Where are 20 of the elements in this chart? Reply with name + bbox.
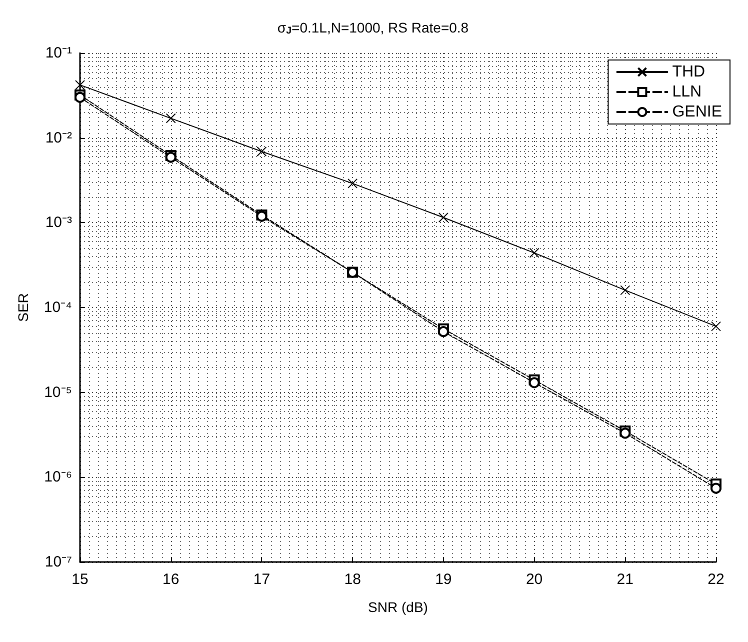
y-tick-label: 10⁻³ [45, 214, 72, 232]
y-tick-label: 10⁻⁴ [44, 299, 72, 316]
x-tick-label: 22 [708, 571, 724, 588]
x-axis-title: SNR (dB) [368, 599, 428, 615]
x-tick-label: 16 [162, 571, 180, 588]
x-tick-label: 17 [253, 571, 270, 588]
y-tick-label: 10⁻² [45, 129, 72, 146]
y-tick-label: 10⁻⁵ [44, 384, 72, 401]
x-tick-label: 18 [344, 571, 361, 588]
y-tick-label: 10⁻⁶ [44, 468, 72, 486]
legend-label: THD [672, 64, 706, 80]
x-tick-label: 21 [616, 571, 634, 588]
legend-label: LLN [672, 84, 702, 100]
x-tick-label: 15 [72, 571, 88, 588]
x-tick-label: 19 [435, 571, 452, 588]
x-tick-label: 20 [526, 571, 543, 588]
y-tick-label: 10⁻¹ [45, 44, 72, 62]
legend-label: GENIE [672, 104, 722, 120]
y-axis-title: SER [15, 293, 31, 322]
y-tick-label: 10⁻⁷ [44, 554, 72, 570]
